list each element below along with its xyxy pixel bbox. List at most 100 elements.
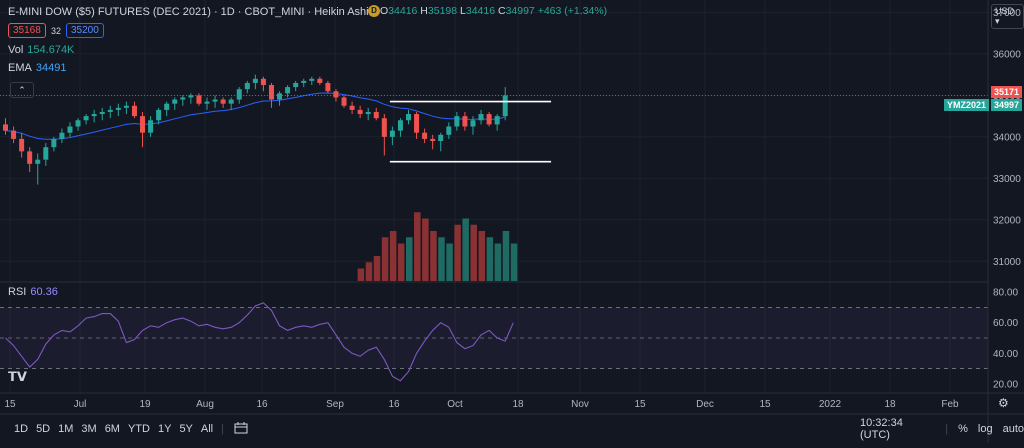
candle-body <box>333 91 339 98</box>
candle-body <box>325 82 331 92</box>
candle-body <box>51 138 57 148</box>
volume-bar <box>357 268 365 281</box>
volume-bar <box>494 243 502 281</box>
ohlc-values: O34416 H35198 L34416 C34997 +463 (+1.34%… <box>380 5 607 17</box>
collapse-legend-button[interactable]: ⌃ <box>10 82 34 98</box>
time-tick-label: Nov <box>571 399 589 410</box>
range-1d[interactable]: 1D <box>14 423 29 435</box>
rsi-tick-label: 40.00 <box>993 349 1018 360</box>
candle-body <box>365 111 371 115</box>
calendar-range-icon[interactable] <box>234 421 248 437</box>
candle-body <box>35 159 41 164</box>
sell-price-button[interactable]: 35168 <box>8 23 46 38</box>
volume-bar <box>486 237 494 281</box>
range-5d[interactable]: 5D <box>36 423 51 435</box>
candle-body <box>67 126 73 133</box>
symbol-legend[interactable]: E-MINI DOW ($5) FUTURES (DEC 2021) · 1D … <box>8 5 369 19</box>
symbol-tag: YMZ2021 <box>944 99 990 111</box>
candle-body <box>268 85 274 100</box>
delayed-data-badge[interactable]: D <box>368 5 380 17</box>
candle-body <box>389 130 395 137</box>
candle-body <box>11 130 17 139</box>
candle-body <box>212 99 218 102</box>
open-value: 34416 <box>388 5 418 17</box>
candle-body <box>59 132 65 139</box>
candle-body <box>486 114 492 125</box>
price-tick-label: 34000 <box>993 132 1021 143</box>
rsi-legend[interactable]: RSI 60.36 <box>8 286 58 298</box>
candle-body <box>19 138 25 152</box>
settings-gear-icon[interactable]: ⚙ <box>998 396 1009 410</box>
candle-body <box>446 126 452 135</box>
percent-scale-toggle[interactable]: % <box>958 423 968 435</box>
rsi-tick-label: 60.00 <box>993 318 1018 329</box>
time-tick-label: Oct <box>447 399 463 410</box>
range-toolbar: 1D 5D 1M 3M 6M YTD 1Y 5Y All | <box>14 418 256 440</box>
candle-body <box>180 97 186 100</box>
range-ytd[interactable]: YTD <box>127 423 150 435</box>
time-tick-label: 15 <box>634 399 646 410</box>
candle-body <box>252 78 258 83</box>
time-tick-label: Feb <box>941 399 959 410</box>
candle-body <box>196 95 202 104</box>
ema-line <box>5 92 506 140</box>
volume-bar <box>397 243 405 281</box>
symbol-title[interactable]: E-MINI DOW ($5) FUTURES (DEC 2021) · 1D … <box>8 6 369 18</box>
candle-body <box>414 114 420 133</box>
time-tick-label: 16 <box>256 399 268 410</box>
range-1m[interactable]: 1M <box>58 423 74 435</box>
volume-bar <box>430 231 437 281</box>
rsi-tick-label: 20.00 <box>993 379 1018 390</box>
candle-body <box>309 78 315 81</box>
range-1y[interactable]: 1Y <box>157 423 172 435</box>
range-3m[interactable]: 3M <box>81 423 97 435</box>
volume-legend[interactable]: Vol 154.674K <box>8 44 74 56</box>
candle-body <box>131 105 137 117</box>
change-value: +463 (+1.34%) <box>537 5 608 17</box>
candle-body <box>430 138 436 141</box>
time-tick-label: Aug <box>196 399 214 410</box>
candle-body <box>277 93 283 100</box>
ema-legend[interactable]: EMA 34491 <box>8 62 66 74</box>
candle-body <box>244 82 250 90</box>
volume-bar <box>422 218 429 281</box>
volume-bar <box>381 237 389 281</box>
volume-label: Vol <box>8 44 24 56</box>
volume-bar <box>365 262 373 281</box>
volume-bar <box>438 237 445 281</box>
time-tick-label: 15 <box>759 399 771 410</box>
candle-body <box>172 99 178 104</box>
candle-body <box>341 97 347 106</box>
candle-body <box>502 95 508 117</box>
candle-body <box>422 132 428 139</box>
rsi-tick-label: 80.00 <box>993 288 1018 299</box>
currency-selector[interactable]: USD ▾ <box>991 4 1024 29</box>
candle-body <box>148 120 154 133</box>
price-tick-label: 33000 <box>993 174 1021 185</box>
auto-scale-toggle[interactable]: auto <box>1002 423 1024 435</box>
log-scale-toggle[interactable]: log <box>977 423 993 435</box>
candle-body <box>406 114 411 121</box>
range-all[interactable]: All <box>200 423 214 435</box>
close-label: C <box>497 5 506 17</box>
toolbar-right: 10:32:34 (UTC) | % log auto <box>860 417 1024 441</box>
candle-body <box>293 82 299 88</box>
volume-bar <box>502 231 510 281</box>
low-value: 34416 <box>465 5 496 17</box>
tradingview-logo-icon[interactable]: 𝗧𝗩 <box>8 369 27 384</box>
price-tick-label: 37000 <box>993 8 1021 19</box>
candle-body <box>454 116 460 127</box>
range-5y[interactable]: 5Y <box>179 423 193 435</box>
buy-price-button[interactable]: 35200 <box>66 23 104 38</box>
price-tick-label: 31000 <box>993 257 1021 268</box>
price-tick-label: 32000 <box>993 215 1021 226</box>
volume-bar <box>510 243 518 281</box>
price-tick-label: 36000 <box>993 49 1021 60</box>
time-tick-label: 19 <box>139 399 151 410</box>
clock-time[interactable]: 10:32:34 (UTC) <box>860 417 903 441</box>
rsi-value: 60.36 <box>30 286 58 298</box>
range-6m[interactable]: 6M <box>104 423 120 435</box>
candle-body <box>478 114 484 121</box>
